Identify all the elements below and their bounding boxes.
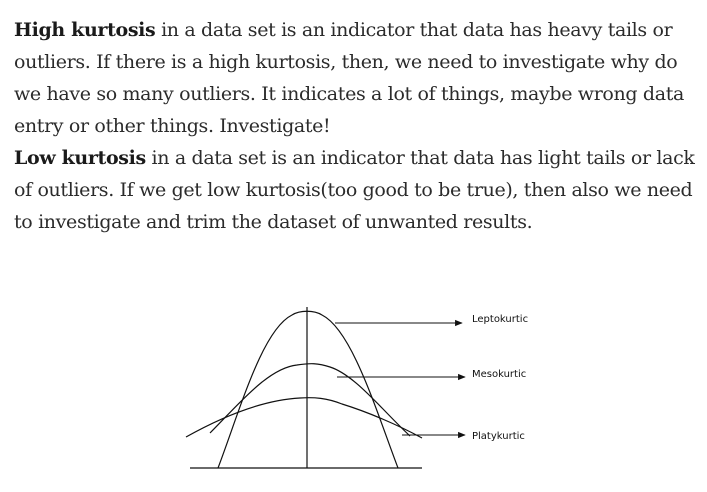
article-text: High kurtosis in a data set is an indica… (14, 14, 699, 238)
paragraph-low-kurtosis: Low kurtosis in a data set is an indicat… (14, 142, 699, 238)
paragraph-low-kurtosis-body: in a data set is an indicator that data … (14, 147, 695, 233)
platykurtic-label: Platykurtic (472, 431, 525, 442)
mesokurtic-curve (209, 363, 411, 437)
paragraph-high-kurtosis-body: in a data set is an indicator that data … (14, 19, 684, 137)
leptokurtic-curve (217, 310, 399, 469)
term-low-kurtosis: Low kurtosis (14, 147, 146, 169)
term-high-kurtosis: High kurtosis (14, 19, 156, 41)
leptokurtic-label: Leptokurtic (472, 314, 528, 325)
mesokurtic-label: Mesokurtic (472, 369, 526, 380)
platykurtic-curve (185, 397, 423, 439)
paragraph-high-kurtosis: High kurtosis in a data set is an indica… (14, 14, 699, 142)
